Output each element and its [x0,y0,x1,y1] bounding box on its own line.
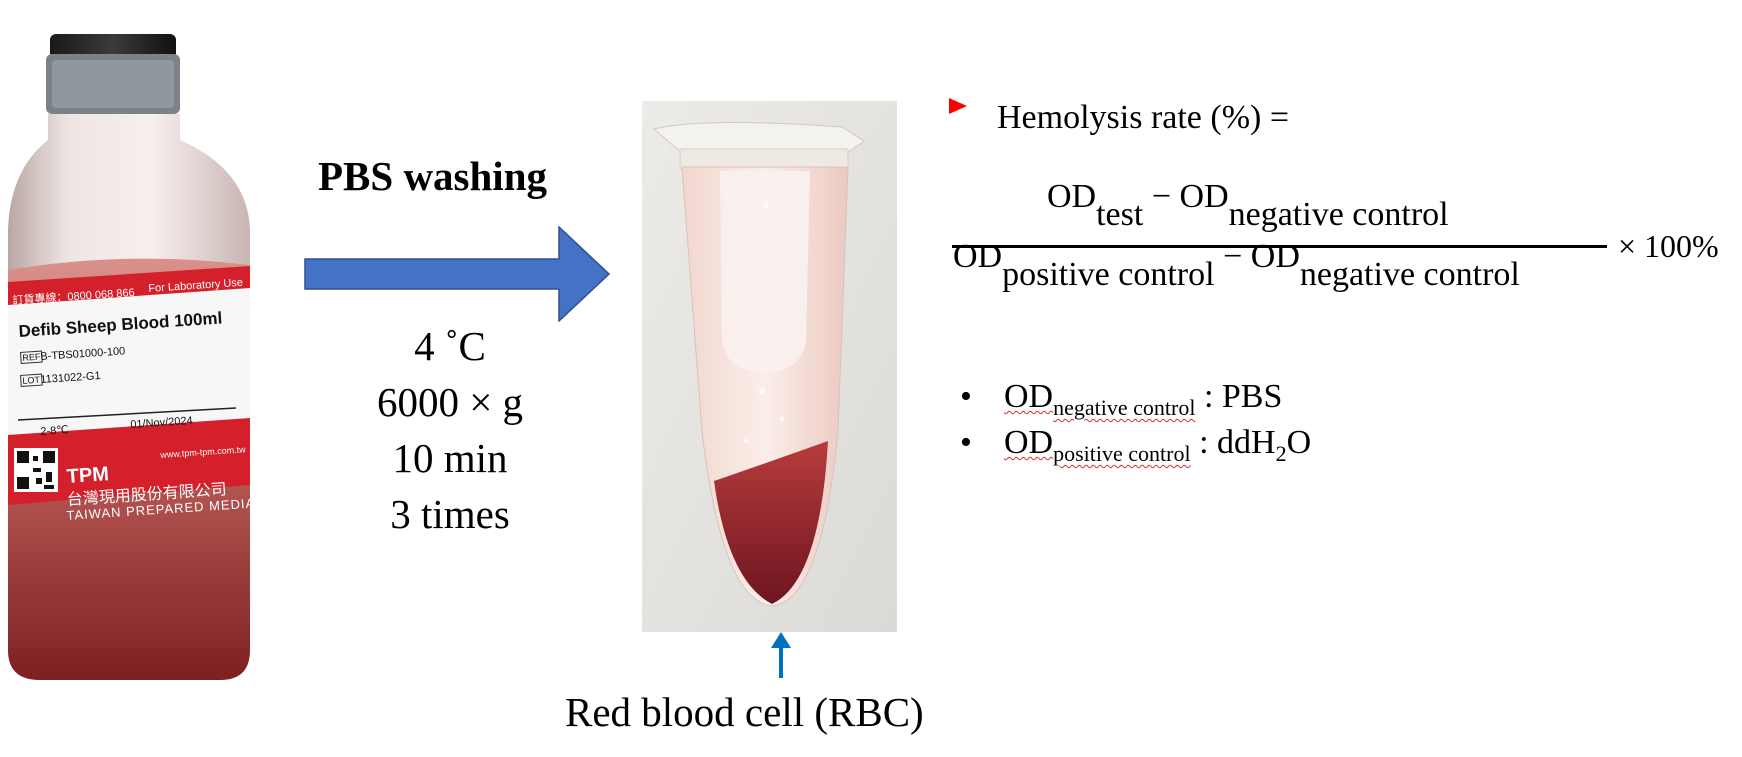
formula-lead: Hemolysis rate (%) = [997,99,1290,136]
def-neg-od: OD [1004,378,1054,415]
formula-times-100: × 100% [1618,228,1719,264]
num-sub-test: test [1096,196,1144,233]
def-pos-value-suffix: O [1286,424,1312,461]
num-sub-negative: negative control [1228,196,1449,233]
formula-denominator: ODpositive control − ODnegative control [953,238,1520,293]
def-pos-value-prefix: : ddH [1199,424,1276,461]
definition-positive-control: • ODpositive control : ddH2O [960,424,1312,466]
den-od-1: OD [953,238,1003,275]
centrifuge-conditions: 4 ˚C 6000 × g 10 min 3 times [360,318,540,542]
formula-numerator: ODtest − ODnegative control [1047,178,1449,233]
up-arrow-icon [771,632,791,678]
den-sub-negative: negative control [1299,256,1520,293]
rbc-caption: Red blood cell (RBC) [565,689,924,735]
process-arrow-icon [304,226,610,322]
fraction-bar [952,245,1607,248]
condition-repeats: 3 times [390,491,510,537]
num-minus: − [1151,178,1172,215]
bullet-dot-icon: • [960,424,972,461]
def-pos-value-sub: 2 [1275,441,1287,466]
den-od-2: OD [1250,238,1300,275]
condition-duration: 10 min [392,435,508,481]
red-triangle-bullet-icon [949,98,967,114]
den-sub-positive: positive control [1002,256,1215,293]
sheep-blood-bottle-photo: 訂貨專線：0800 068 866 For Laboratory Use Def… [0,30,260,685]
bottle-temp: 2-8℃ [40,424,70,438]
bottle-lot-tag: LOT [20,373,43,387]
condition-speed: 6000 × g [376,379,524,425]
num-od-2: OD [1179,178,1229,215]
condition-temperature: 4 ˚C [414,323,486,369]
pbs-washing-title: PBS washing [318,153,548,199]
def-pos-sub: positive control [1053,441,1191,466]
def-neg-sub: negative control [1053,395,1196,420]
def-neg-value: : PBS [1203,378,1283,415]
num-od-1: OD [1047,178,1097,215]
def-pos-od: OD [1004,424,1054,461]
den-minus: − [1223,238,1243,275]
bullet-dot-icon: • [960,378,972,415]
rbc-tube-photo [642,101,897,632]
definition-negative-control: • ODnegative control : PBS [960,378,1283,420]
